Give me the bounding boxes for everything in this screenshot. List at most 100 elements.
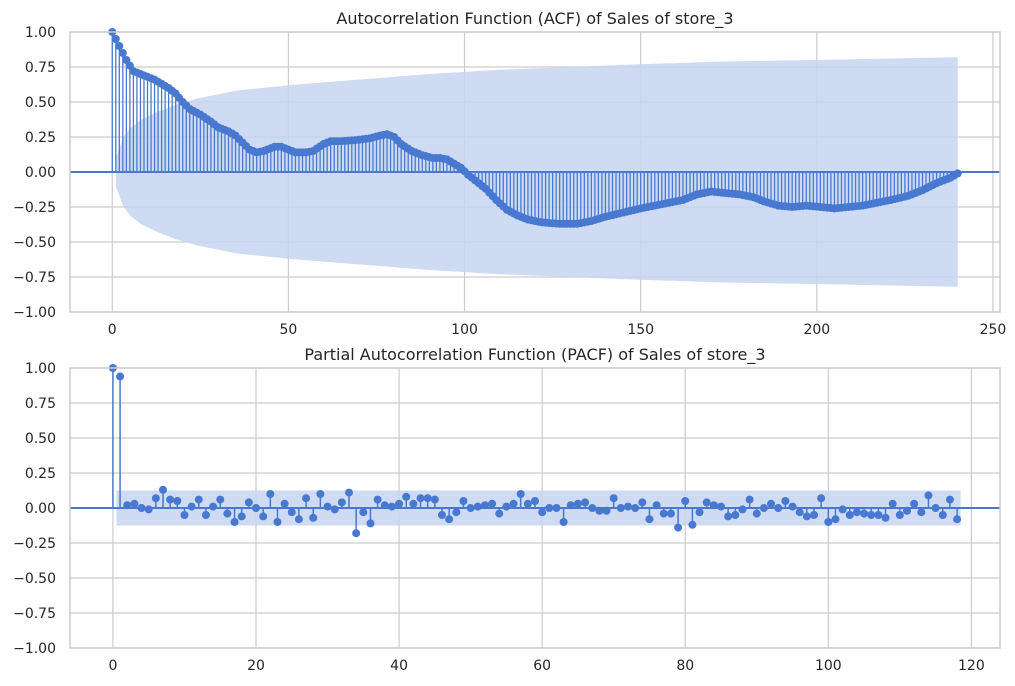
pacf-point [387, 502, 396, 511]
pacf-point [895, 511, 904, 519]
pacf-x-tick-label: 120 [958, 658, 985, 674]
pacf-point [810, 511, 818, 519]
acf-frame [69, 31, 1001, 313]
pacf-point [201, 511, 210, 519]
acf-point [118, 49, 127, 57]
pacf-point [910, 499, 919, 508]
pacf-point [595, 506, 604, 515]
pacf-point [817, 494, 826, 503]
pacf-point [874, 511, 883, 519]
pacf-point [445, 515, 454, 524]
pacf-point [252, 504, 260, 512]
pacf-point [731, 511, 740, 519]
acf-y-tick-label: −0.75 [13, 270, 56, 286]
acf-x-tick-label: 0 [108, 322, 117, 338]
pacf-title: Partial Autocorrelation Function (PACF) … [304, 345, 765, 365]
pacf-point [924, 491, 933, 500]
pacf-point [273, 518, 282, 526]
pacf-point [137, 504, 146, 512]
pacf-point [831, 515, 840, 524]
pacf-point [838, 505, 847, 514]
pacf-point [116, 372, 125, 381]
pacf-point [681, 497, 690, 505]
acf-y-tick-label: 0.25 [25, 130, 56, 146]
pacf-point [581, 498, 590, 507]
pacf-y-tick-label: 0.25 [25, 466, 56, 482]
pacf-point [867, 511, 876, 519]
acf-x-tick-label: 50 [279, 322, 297, 338]
acf-y-tick-label: 0.50 [25, 95, 56, 111]
pacf-point [380, 501, 389, 510]
pacf-x-tick-label: 100 [815, 658, 842, 674]
pacf-point [695, 508, 704, 517]
pacf-y-tick-label: 0.50 [25, 431, 56, 447]
acf-y-tick-label: 0.00 [25, 165, 56, 181]
pacf-point [767, 499, 776, 508]
pacf-point [588, 504, 597, 512]
pacf-point [609, 494, 618, 503]
pacf-x-tick-label: 0 [108, 658, 117, 674]
pacf-chart: 0 20 40 60 80 100 120 −1.00 −0.75 −0.50 −0.25 0.00 0… [13, 345, 1001, 674]
pacf-point [674, 523, 683, 532]
pacf-point [151, 494, 160, 503]
pacf-point [402, 492, 411, 501]
acf-point [115, 42, 124, 50]
pacf-point [373, 495, 382, 504]
pacf-point [531, 497, 539, 505]
acf-markers [108, 28, 962, 228]
acf-title: Autocorrelation Function (ACF) of Sales … [336, 9, 733, 29]
pacf-point [409, 499, 418, 508]
pacf-point [395, 499, 404, 508]
pacf-point [945, 495, 954, 504]
pacf-y-tick-label: −0.50 [13, 571, 56, 587]
pacf-point [187, 502, 196, 511]
pacf-point [516, 490, 525, 498]
pacf-point [616, 504, 625, 512]
pacf-point [144, 505, 153, 514]
pacf-point [523, 499, 532, 508]
pacf-point [180, 511, 189, 519]
pacf-point [860, 509, 869, 518]
pacf-point [123, 501, 132, 510]
pacf-point [423, 494, 432, 503]
pacf-point [624, 502, 632, 511]
pacf-point [938, 511, 947, 519]
pacf-point [602, 506, 611, 515]
pacf-y-tick-label: −0.25 [13, 536, 56, 552]
acf-x-tick-label: 150 [627, 322, 654, 338]
pacf-point [709, 501, 718, 510]
pacf-point [259, 512, 268, 521]
pacf-x-tick-label: 40 [390, 658, 408, 674]
acf-y-tick-label: −1.00 [13, 305, 56, 321]
pacf-point [473, 502, 482, 511]
pacf-point [845, 511, 854, 519]
pacf-point [781, 497, 790, 505]
pacf-point [316, 490, 325, 498]
pacf-point [488, 499, 497, 508]
pacf-point [802, 512, 811, 521]
acf-point [953, 169, 962, 178]
pacf-point [359, 508, 368, 517]
pacf-x-tick-label: 20 [247, 658, 265, 674]
pacf-frame [69, 367, 1001, 649]
pacf-point [280, 499, 289, 508]
pacf-point [888, 499, 897, 508]
pacf-y-tick-label: −1.00 [13, 641, 56, 657]
pacf-point [788, 502, 797, 511]
pacf-point [552, 504, 561, 512]
pacf-y-tick-label: 1.00 [25, 361, 56, 377]
pacf-point [323, 502, 332, 511]
pacf-point [366, 519, 375, 528]
pacf-y-tick-label: 0.00 [25, 501, 56, 517]
pacf-point [659, 509, 668, 518]
acf-y-tick-label: 1.00 [25, 25, 56, 41]
pacf-point [209, 502, 218, 511]
pacf-point [130, 499, 139, 508]
pacf-point [745, 495, 754, 504]
pacf-point [452, 508, 461, 517]
pacf-point [666, 509, 675, 518]
pacf-point [480, 501, 489, 510]
pacf-point [631, 504, 640, 512]
pacf-point [430, 495, 439, 504]
pacf-point [173, 497, 182, 505]
